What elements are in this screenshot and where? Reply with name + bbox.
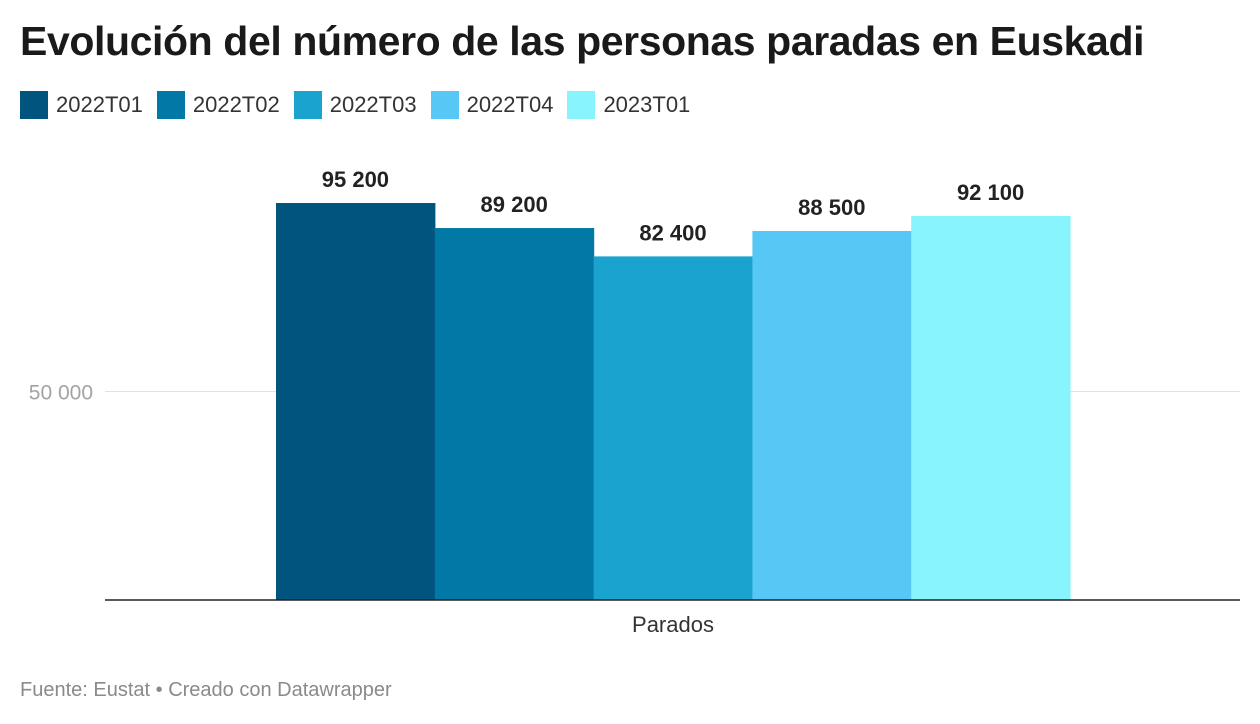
bar-2022T04 [752,230,912,600]
legend-item: 2022T02 [156,91,280,119]
data-label: 89 200 [481,192,548,217]
legend-label: 2022T04 [466,92,554,117]
bar-2022T01 [276,203,436,601]
legend-label: 2022T02 [192,92,280,117]
legend-swatch [293,91,322,119]
legend-swatch [430,91,459,119]
legend-swatch [20,91,48,119]
legend-item: 2023T01 [567,91,690,119]
data-label: 95 200 [322,167,389,192]
bar-2023T01 [911,215,1071,600]
legend-label: 2023T01 [603,92,691,117]
legend-swatch [567,91,596,119]
data-label: 92 100 [957,180,1024,205]
legend-label: 2022T01 [56,92,143,117]
legend-item: 2022T04 [430,91,554,119]
legend-label: 2022T03 [329,92,417,117]
y-tick-label: 50 000 [29,382,93,405]
chart-title: Evolución del número de las personas par… [20,18,1145,64]
data-label: 88 500 [798,195,865,220]
legend-item: 2022T01 [20,91,143,119]
bar-2022T03 [593,256,753,600]
x-tick-label: Parados [632,612,714,637]
source-note: Fuente: Eustat • Creado con Datawrapper [20,679,392,701]
legend-swatch [156,91,185,119]
legend-item: 2022T03 [293,91,417,119]
data-label: 82 400 [639,220,706,245]
bar-2022T02 [434,228,595,600]
chart-legend: 2022T01 2022T02 2022T03 2022T04 2023T01 [20,91,704,119]
